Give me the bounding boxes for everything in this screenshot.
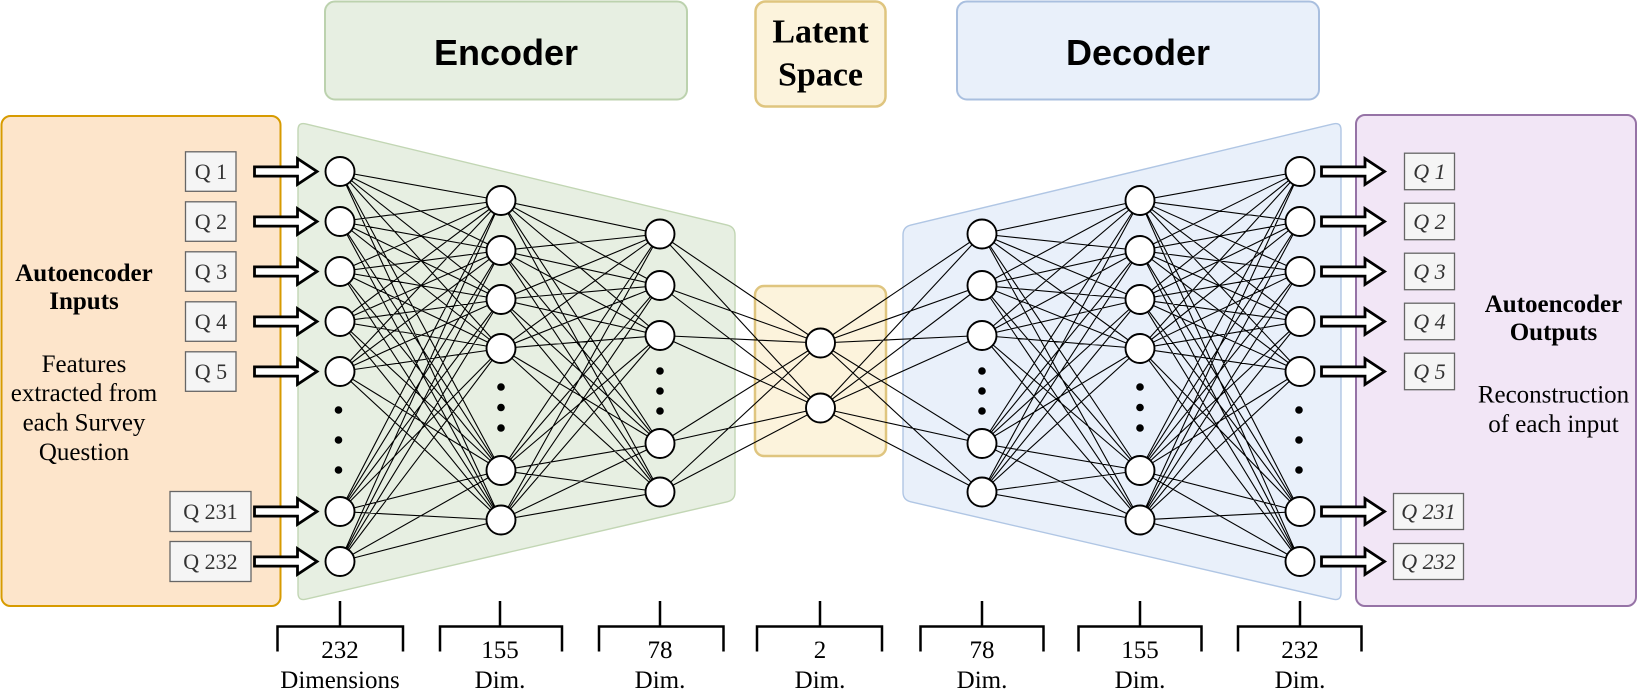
svg-text:Q 4: Q 4 xyxy=(1413,309,1445,334)
svg-text:Q 4: Q 4 xyxy=(195,309,227,334)
svg-text:Q 1: Q 1 xyxy=(195,159,227,184)
svg-text:232: 232 xyxy=(1281,637,1319,664)
svg-text:of each input: of each input xyxy=(1488,411,1619,438)
svg-text:Q 5: Q 5 xyxy=(195,359,227,384)
svg-text:Latent: Latent xyxy=(772,14,869,51)
svg-text:Dim.: Dim. xyxy=(795,667,846,694)
svg-text:Q 232: Q 232 xyxy=(1401,549,1455,574)
svg-text:Autoencoder: Autoencoder xyxy=(1485,291,1622,318)
svg-text:Dim.: Dim. xyxy=(1275,667,1326,694)
svg-text:78: 78 xyxy=(648,637,673,664)
svg-text:Dimensions: Dimensions xyxy=(280,667,399,694)
svg-text:Dim.: Dim. xyxy=(1115,667,1166,694)
svg-text:Q 232: Q 232 xyxy=(183,549,237,574)
svg-text:Q 3: Q 3 xyxy=(1413,259,1445,284)
svg-text:232: 232 xyxy=(321,637,359,664)
svg-text:Inputs: Inputs xyxy=(49,288,119,315)
svg-text:Decoder: Decoder xyxy=(1066,32,1210,73)
svg-text:155: 155 xyxy=(481,637,519,664)
svg-text:Features: Features xyxy=(42,351,127,378)
svg-text:Question: Question xyxy=(39,439,130,466)
svg-text:Q 2: Q 2 xyxy=(195,209,227,234)
svg-text:Q 231: Q 231 xyxy=(1401,499,1455,524)
svg-text:78: 78 xyxy=(970,637,995,664)
svg-text:Q 1: Q 1 xyxy=(1413,159,1445,184)
svg-text:extracted from: extracted from xyxy=(11,380,158,407)
svg-text:2: 2 xyxy=(814,637,827,664)
svg-text:Outputs: Outputs xyxy=(1510,319,1598,346)
svg-text:155: 155 xyxy=(1121,637,1159,664)
svg-text:Dim.: Dim. xyxy=(475,667,526,694)
svg-text:Q 3: Q 3 xyxy=(195,259,227,284)
svg-text:Dim.: Dim. xyxy=(957,667,1008,694)
svg-text:Autoencoder: Autoencoder xyxy=(15,260,152,287)
svg-text:Q 5: Q 5 xyxy=(1413,359,1445,384)
svg-text:Encoder: Encoder xyxy=(434,32,578,73)
svg-text:Space: Space xyxy=(778,57,863,94)
svg-text:Q 231: Q 231 xyxy=(183,499,237,524)
svg-text:each Survey: each Survey xyxy=(23,410,146,437)
svg-text:Q 2: Q 2 xyxy=(1413,209,1445,234)
svg-text:Reconstruction: Reconstruction xyxy=(1478,382,1630,409)
svg-text:Dim.: Dim. xyxy=(635,667,686,694)
